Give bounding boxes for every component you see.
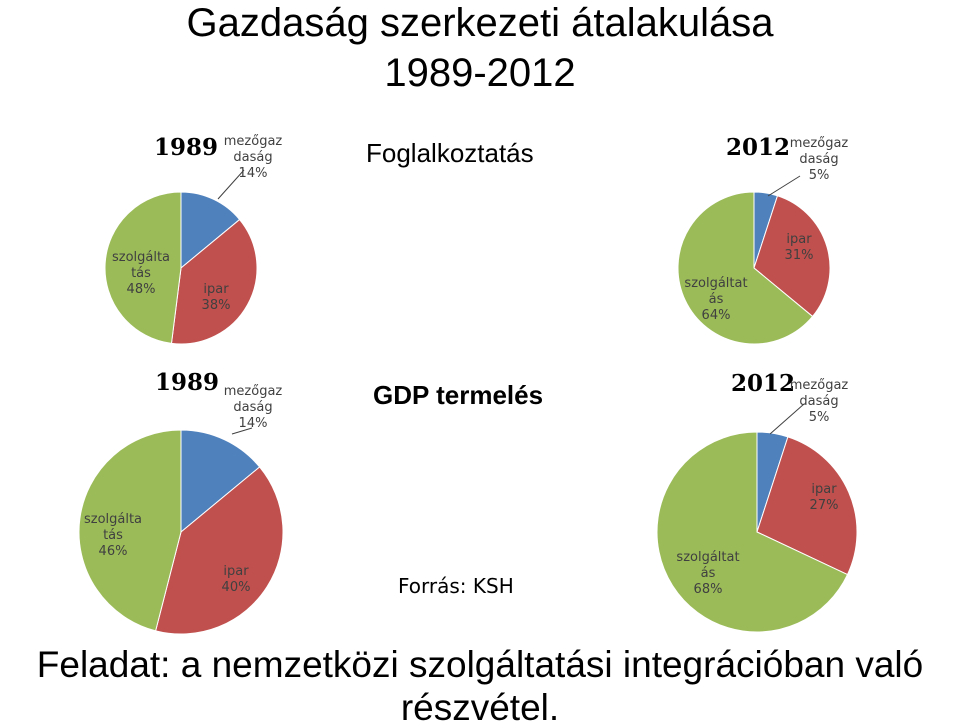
pie-slice-ipar-gdp-1989 [155, 466, 284, 635]
year-label-employment-2012: 2012 [726, 134, 791, 161]
year-label-gdp-1989: 1989 [155, 369, 220, 396]
data-label-mezogazdasag-gdp-2012: mezőgaz daság 5% [789, 378, 849, 425]
pie-slice-ipar-gdp-2012 [756, 436, 858, 576]
pie-slice-szolgaltatas-employment-1989 [104, 191, 182, 344]
pie-slice-ipar-employment-1989 [170, 218, 258, 345]
data-label-mezogazdasag-employment-2012: mezőgaz daság 5% [789, 136, 849, 183]
pie-slice-ipar-employment-2012 [753, 195, 831, 318]
footer-task-line2: részvétel. [400, 687, 560, 728]
data-label-ipar-gdp-2012: ipar 27% [809, 482, 839, 513]
year-label-gdp-2012: 2012 [731, 370, 796, 397]
pie-slice-szolgaltatas-gdp-2012 [656, 431, 849, 633]
data-label-ipar-gdp-1989: ipar 40% [221, 564, 251, 595]
data-label-szolgaltatas-gdp-2012: szolgáltat ás 68% [676, 550, 740, 597]
year-label-employment-1989: 1989 [154, 134, 219, 161]
data-label-szolgaltatas-employment-1989: szolgálta tás 48% [111, 250, 171, 297]
footer-task-line1: Feladat: a nemzetközi szolgáltatási inte… [36, 644, 924, 685]
pie-slice-szolgaltatas-gdp-1989 [78, 429, 182, 632]
data-label-szolgaltatas-gdp-1989: szolgálta tás 46% [83, 512, 143, 559]
data-label-ipar-employment-1989: ipar 38% [201, 282, 231, 313]
employment-section-title: Foglalkoztatás [366, 138, 534, 168]
leader-line-mezogazdasag-gdp-1989 [231, 427, 253, 435]
leader-line-mezogazdasag-employment-1989 [217, 169, 245, 200]
leader-line-mezogazdasag-gdp-2012 [769, 403, 805, 435]
leader-line-mezogazdasag-employment-2012 [767, 175, 801, 197]
source-note: Forrás: KSH [398, 574, 514, 598]
data-label-ipar-employment-2012: ipar 31% [784, 232, 814, 263]
page-title: Gazdaság szerkezeti átalakulása [186, 1, 774, 45]
data-label-mezogazdasag-gdp-1989: mezőgaz daság 14% [223, 384, 283, 431]
data-label-szolgaltatas-employment-2012: szolgáltat ás 64% [684, 276, 748, 323]
data-label-mezogazdasag-employment-1989: mezőgaz daság 14% [223, 134, 283, 181]
page-subtitle-years: 1989-2012 [384, 51, 576, 95]
pie-slice-mezogazdasag-employment-1989 [180, 191, 241, 270]
gdp-section-title: GDP termelés [373, 380, 544, 410]
pie-slice-szolgaltatas-employment-2012 [677, 191, 814, 345]
pie-slice-mezogazdasag-gdp-1989 [180, 429, 261, 534]
